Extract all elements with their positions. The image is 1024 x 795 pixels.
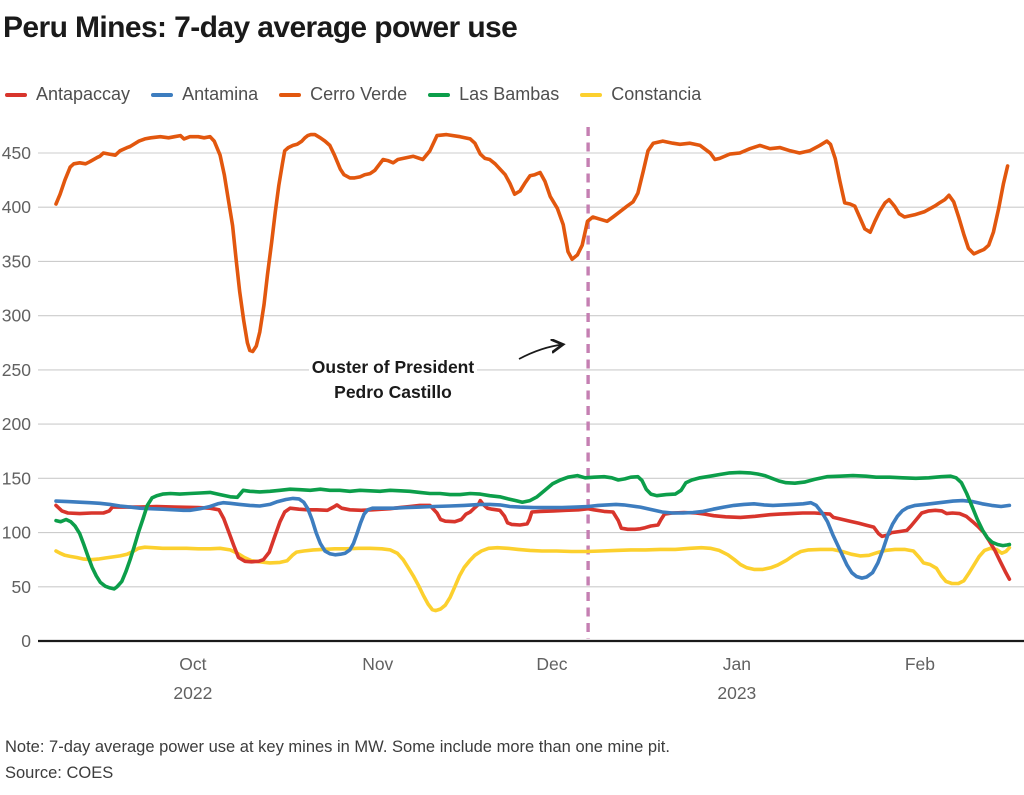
note-text: Note: 7-day average power use at key min… [5, 738, 670, 756]
y-tick-label: 50 [12, 577, 32, 597]
legend-swatch-antamina [151, 92, 174, 97]
series-line-antamina [54, 496, 1012, 580]
legend-swatch-las_bambas [428, 92, 451, 97]
y-axis-labels: 0 50 100 150 200 250 300 350 400 450 [2, 143, 31, 651]
source-text: Source: COES [5, 764, 114, 782]
y-tick-label: 250 [2, 360, 31, 380]
legend-item-constancia: Constancia [580, 84, 701, 105]
y-tick-label: 150 [2, 468, 31, 488]
legend-label: Antamina [182, 84, 259, 104]
y-gridlines [38, 152, 1024, 588]
legend-label: Cerro Verde [310, 84, 408, 104]
y-tick-label: 200 [2, 414, 31, 434]
legend-swatch-cerro_verde [279, 92, 302, 97]
x-tick-label: Nov [362, 654, 393, 674]
y-tick-label: 100 [2, 523, 31, 543]
legend-label: Antapaccay [36, 84, 131, 104]
event-annotation-line2: Pedro Castillo [331, 382, 455, 402]
series-line-cerro_verde [54, 132, 1010, 354]
event-annotation: Ouster of President Pedro Castillo [283, 355, 503, 405]
series-line-antapaccay [54, 498, 1012, 582]
x-year-label: 2022 [173, 683, 212, 703]
legend-swatch-constancia [580, 92, 603, 97]
y-tick-label: 450 [2, 143, 31, 163]
x-year-label: 2023 [717, 683, 756, 703]
legend-swatch-antapaccay [5, 92, 27, 97]
legend-label: Constancia [611, 84, 702, 104]
x-tick-label: Oct [179, 654, 206, 674]
y-tick-label: 350 [2, 251, 31, 271]
y-tick-label: 0 [21, 631, 31, 651]
chart-legend: Antapaccay Antamina Cerro Verde Las Bambas C… [5, 84, 722, 105]
y-tick-label: 400 [2, 197, 31, 217]
legend-label: Las Bambas [459, 84, 560, 104]
x-tick-label: Dec [536, 654, 567, 674]
annotation-arrow-icon [518, 345, 563, 360]
event-annotation-line1: Ouster of President [308, 357, 478, 377]
y-tick-label: 300 [2, 306, 31, 326]
series-line-constancia [54, 545, 1012, 613]
series-line-las_bambas [54, 470, 1012, 591]
legend-item-antamina: Antamina [151, 84, 258, 105]
legend-item-cerro_verde: Cerro Verde [279, 84, 407, 105]
legend-item-antapaccay: Antapaccay [5, 84, 130, 105]
x-axis-labels: Oct Nov Dec Jan Feb 2022 2023 [173, 654, 935, 703]
legend-item-las_bambas: Las Bambas [428, 84, 559, 105]
chart-title: Peru Mines: 7-day average power use [3, 11, 518, 44]
x-tick-label: Feb [905, 654, 935, 674]
x-tick-label: Jan [723, 654, 751, 674]
